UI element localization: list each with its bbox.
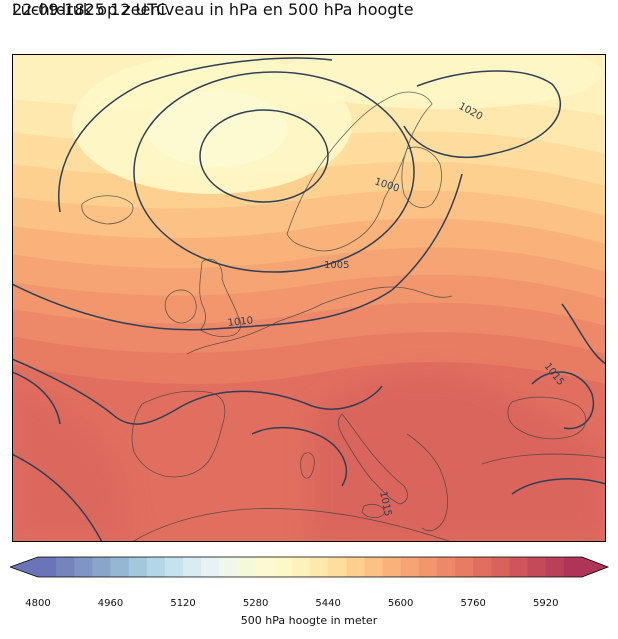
colorbar-cell	[382, 557, 402, 577]
map-subtitle: Luchtdruk op zeeniveau in hPa en 500 hPa…	[12, 0, 414, 19]
isobar-high-outer	[133, 71, 415, 273]
coastlines	[81, 91, 606, 542]
colorbar-cell	[455, 557, 474, 577]
colorbar-tick-label: 5760	[460, 598, 486, 609]
colorbar-extend-high	[582, 557, 608, 577]
isobars	[12, 57, 606, 542]
colorbar-cell	[364, 557, 383, 577]
colorbar-cell	[563, 557, 583, 577]
colorbar-tick-label: 5920	[532, 598, 559, 609]
colorbar-cell	[92, 557, 111, 577]
colorbar	[10, 556, 610, 578]
colorbar-cell	[110, 557, 130, 577]
isobar-north-east	[403, 70, 562, 158]
colorbar-cell	[400, 557, 420, 577]
colorbar-cell	[56, 557, 75, 577]
isobar-high-inner	[199, 109, 329, 203]
colorbar-cell	[38, 557, 57, 577]
contour-label: 1010	[227, 315, 253, 329]
isobar-southeast	[511, 478, 606, 495]
isobar-atlantic	[12, 371, 61, 425]
colorbar-tick-label: 5120	[170, 598, 196, 609]
colorbar-cell	[128, 557, 148, 577]
colorbar-cell	[74, 557, 93, 577]
colorbar-tick-label: 4800	[25, 598, 51, 609]
colorbar-cell	[255, 557, 275, 577]
colorbar-cell	[436, 557, 456, 577]
colorbar-cell	[509, 557, 528, 577]
contour-label: 1015	[377, 490, 393, 517]
colorbar-cell	[346, 557, 365, 577]
map-date-title: 22-09-1825 12 UTC	[12, 0, 168, 19]
contour-label: 1005	[324, 260, 349, 271]
colorbar-cell	[527, 557, 547, 577]
colorbar-cells	[38, 557, 583, 577]
isobar-east	[561, 303, 606, 365]
map-frame	[12, 54, 606, 542]
colorbar-outline	[10, 556, 610, 578]
colorbar-cell	[473, 557, 492, 577]
isobar-1015-east	[531, 371, 595, 430]
colorbar-cell	[491, 557, 510, 577]
isobar-mediterranean	[251, 426, 347, 487]
colorbar-cell	[146, 557, 166, 577]
colorbar-cell	[237, 557, 256, 577]
colorbar-label: 500 hPa hoogte in meter	[240, 614, 378, 627]
colorbar-tick-label: 4960	[97, 598, 124, 609]
colorbar-cell	[545, 557, 565, 577]
height-field	[12, 54, 606, 542]
isobar-southwest	[12, 453, 103, 542]
colorbar-cell	[273, 557, 293, 577]
colorbar-cell	[219, 557, 238, 577]
colorbar-cell	[164, 557, 184, 577]
isobar-1010	[12, 173, 463, 331]
colorbar-cell	[310, 557, 329, 577]
isobar-1015-west	[12, 358, 383, 425]
colorbar-cell	[183, 557, 202, 577]
colorbar-tick-label: 5280	[242, 598, 269, 609]
colorbar-tick-label: 5440	[315, 598, 341, 609]
colorbar-extend-low	[10, 557, 38, 577]
colorbar-cell	[328, 557, 347, 577]
isobar-west-outer	[58, 57, 333, 213]
colorbar-cell	[418, 557, 438, 577]
weather-map: 1020 1000 1005 1010 1015 1015	[12, 54, 606, 542]
colorbar-cell	[201, 557, 220, 577]
colorbar-cell	[291, 557, 311, 577]
colorbar-tick-label: 5600	[387, 598, 414, 609]
